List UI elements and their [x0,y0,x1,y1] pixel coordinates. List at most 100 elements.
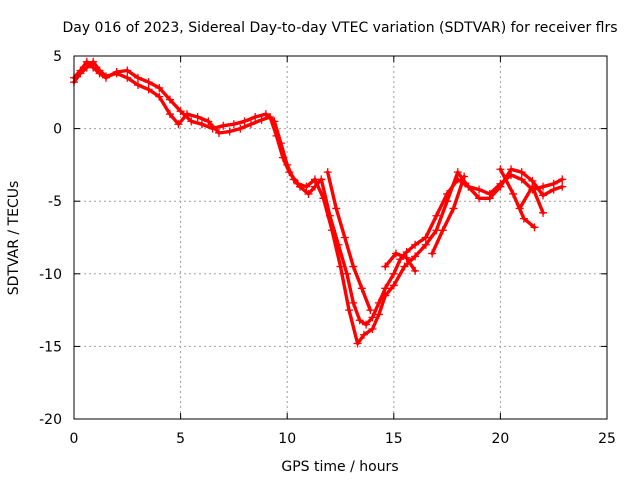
x-axis-label: GPS time / hours [281,459,398,475]
data-point [285,168,294,177]
data-point [507,165,516,174]
data-point [89,57,98,66]
x-tick-label: 0 [70,431,79,447]
y-tick-label: 5 [53,49,62,65]
data-point [485,194,494,203]
data-point [229,120,238,129]
series-trace [326,170,372,312]
data-point [539,182,548,191]
data-point [266,112,275,121]
data-point [133,81,142,90]
data-point [187,117,196,126]
y-tick-label: -5 [48,194,62,210]
data-series [70,57,567,348]
series-5 [428,172,469,258]
data-point [558,182,567,191]
data-point [323,168,332,177]
series-trace [383,251,417,273]
data-point [443,197,452,206]
data-point [204,117,213,126]
data-point [355,316,364,325]
data-point [411,266,420,275]
data-point [449,204,458,213]
data-point [293,179,302,188]
data-point [310,175,319,184]
data-point [539,208,548,217]
data-point [475,185,484,194]
data-point [76,69,85,78]
data-point [539,191,548,200]
data-point [336,262,345,271]
y-tick-label: -20 [39,412,62,428]
data-point [558,175,567,184]
data-point [165,110,174,119]
data-point [257,115,266,124]
data-point [411,240,420,249]
data-point [517,175,526,184]
series-7 [515,182,548,217]
data-point [453,168,462,177]
data-point [428,249,437,258]
data-point [246,120,255,129]
data-point [438,226,447,235]
data-point [327,226,336,235]
data-point [402,253,411,262]
data-point [193,112,202,121]
series-6 [496,165,539,232]
data-point [112,69,121,78]
series-4 [381,249,420,275]
data-point [381,291,390,300]
series-trace [498,167,537,229]
data-point [496,165,505,174]
data-point [421,240,430,249]
data-point [381,284,390,293]
data-point [144,85,153,94]
data-point [133,73,142,82]
data-point [82,63,91,72]
y-tick-label: -15 [39,339,62,355]
data-point [400,262,409,271]
data-point [340,233,349,242]
data-point [95,66,104,75]
data-point [515,204,524,213]
data-point [549,185,558,194]
data-point [391,249,400,258]
data-point [155,83,164,92]
y-tick-label: -10 [39,267,62,283]
x-tick-label: 5 [176,431,185,447]
data-point [366,306,375,315]
data-point [332,204,341,213]
data-point [182,110,191,119]
data-point [236,124,245,133]
data-point [359,330,368,339]
x-tick-label: 25 [598,431,616,447]
x-tick-label: 10 [278,431,296,447]
data-point [496,182,505,191]
data-point [176,107,185,116]
data-point [123,66,132,75]
y-axis-label: SDTVAR / TECUs [6,181,22,296]
series-trace [430,174,466,256]
series-2 [70,57,567,348]
data-point [342,269,351,278]
data-point [530,223,539,232]
series-trace [72,60,564,327]
data-point [362,320,371,329]
data-point [302,182,311,191]
data-point [519,214,528,223]
data-point [357,284,366,293]
data-point [101,72,110,81]
data-point [517,168,526,177]
series-3 [323,168,375,315]
data-point [278,153,287,162]
data-point [374,310,383,319]
x-tick-label: 15 [385,431,403,447]
data-point [272,131,281,140]
data-point [368,324,377,333]
grid [74,56,607,419]
data-point [464,182,473,191]
data-point [219,121,228,130]
data-point [214,128,223,137]
data-point [475,194,484,203]
